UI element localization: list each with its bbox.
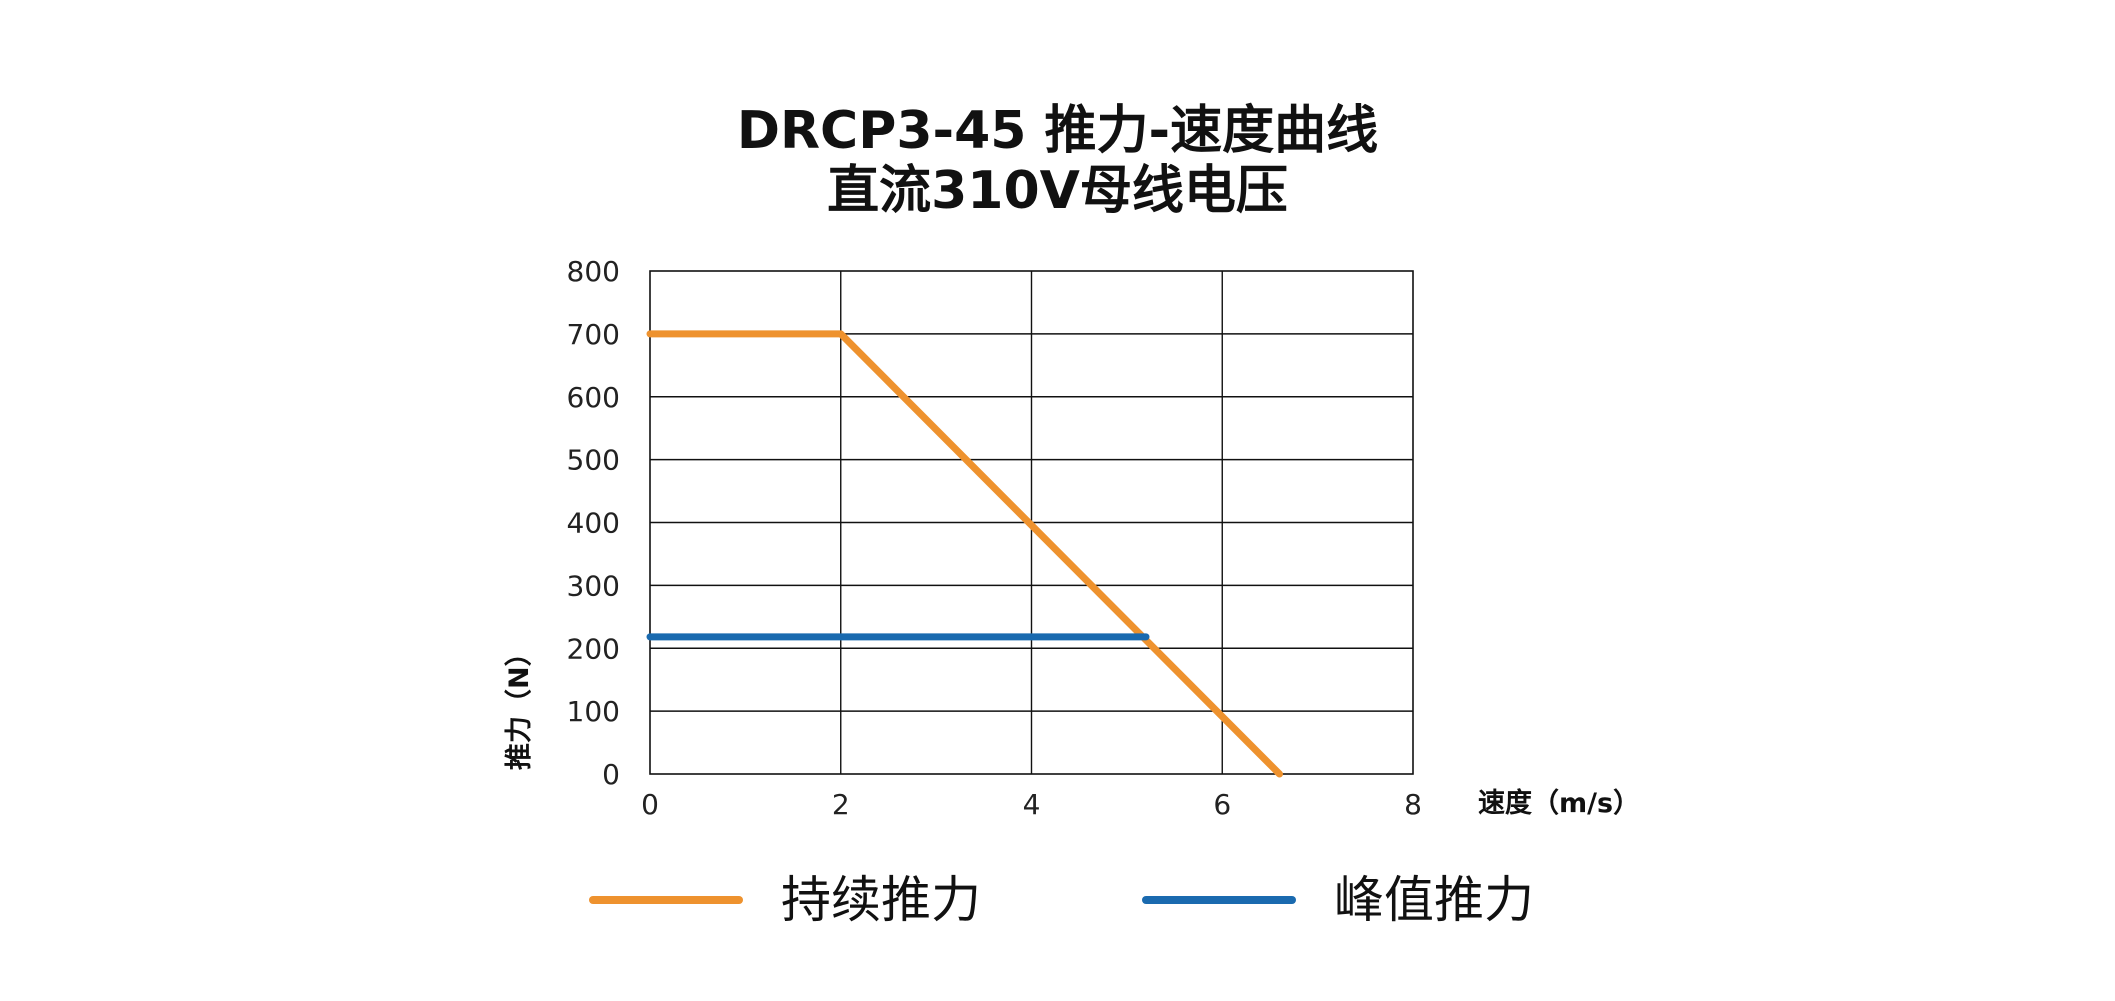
- series-line-1: [646, 330, 1283, 778]
- chart-subtitle: 直流310V母线电压: [827, 161, 1288, 221]
- legend-label-continuous: 持续推力: [781, 871, 981, 929]
- y-tick-label: 0: [602, 758, 620, 791]
- y-axis-title: 推力（N）: [504, 639, 535, 770]
- y-tick-label: 600: [567, 381, 620, 414]
- x-axis-title: 速度（m/s）: [1478, 787, 1640, 819]
- y-tick-label: 200: [567, 632, 620, 665]
- y-tick-label: 700: [567, 318, 620, 351]
- x-tick-label: 4: [1023, 788, 1041, 821]
- y-tick-label: 500: [567, 444, 620, 477]
- legend-item-peak: 峰值推力: [1142, 870, 1534, 930]
- legend-swatch-peak: [1142, 896, 1296, 904]
- legend-swatch-continuous: [589, 896, 743, 904]
- y-tick-label: 400: [567, 507, 620, 540]
- y-tick-label: 100: [567, 695, 620, 728]
- y-tick-label: 800: [567, 255, 620, 288]
- series-lines: [646, 330, 1283, 778]
- x-tick-label: 6: [1213, 788, 1231, 821]
- chart-title: DRCP3-45 推力-速度曲线: [736, 101, 1379, 161]
- x-tick-label: 0: [641, 788, 659, 821]
- axis-ticks: 0 100 200 300 400 500 600 700 800 0 2 4 6 8: [567, 255, 1422, 821]
- x-tick-label: 8: [1404, 788, 1422, 821]
- legend-item-continuous: 持续推力: [589, 870, 981, 930]
- x-tick-label: 2: [832, 788, 850, 821]
- y-tick-label: 300: [567, 569, 620, 602]
- legend-label-peak: 峰值推力: [1334, 871, 1534, 929]
